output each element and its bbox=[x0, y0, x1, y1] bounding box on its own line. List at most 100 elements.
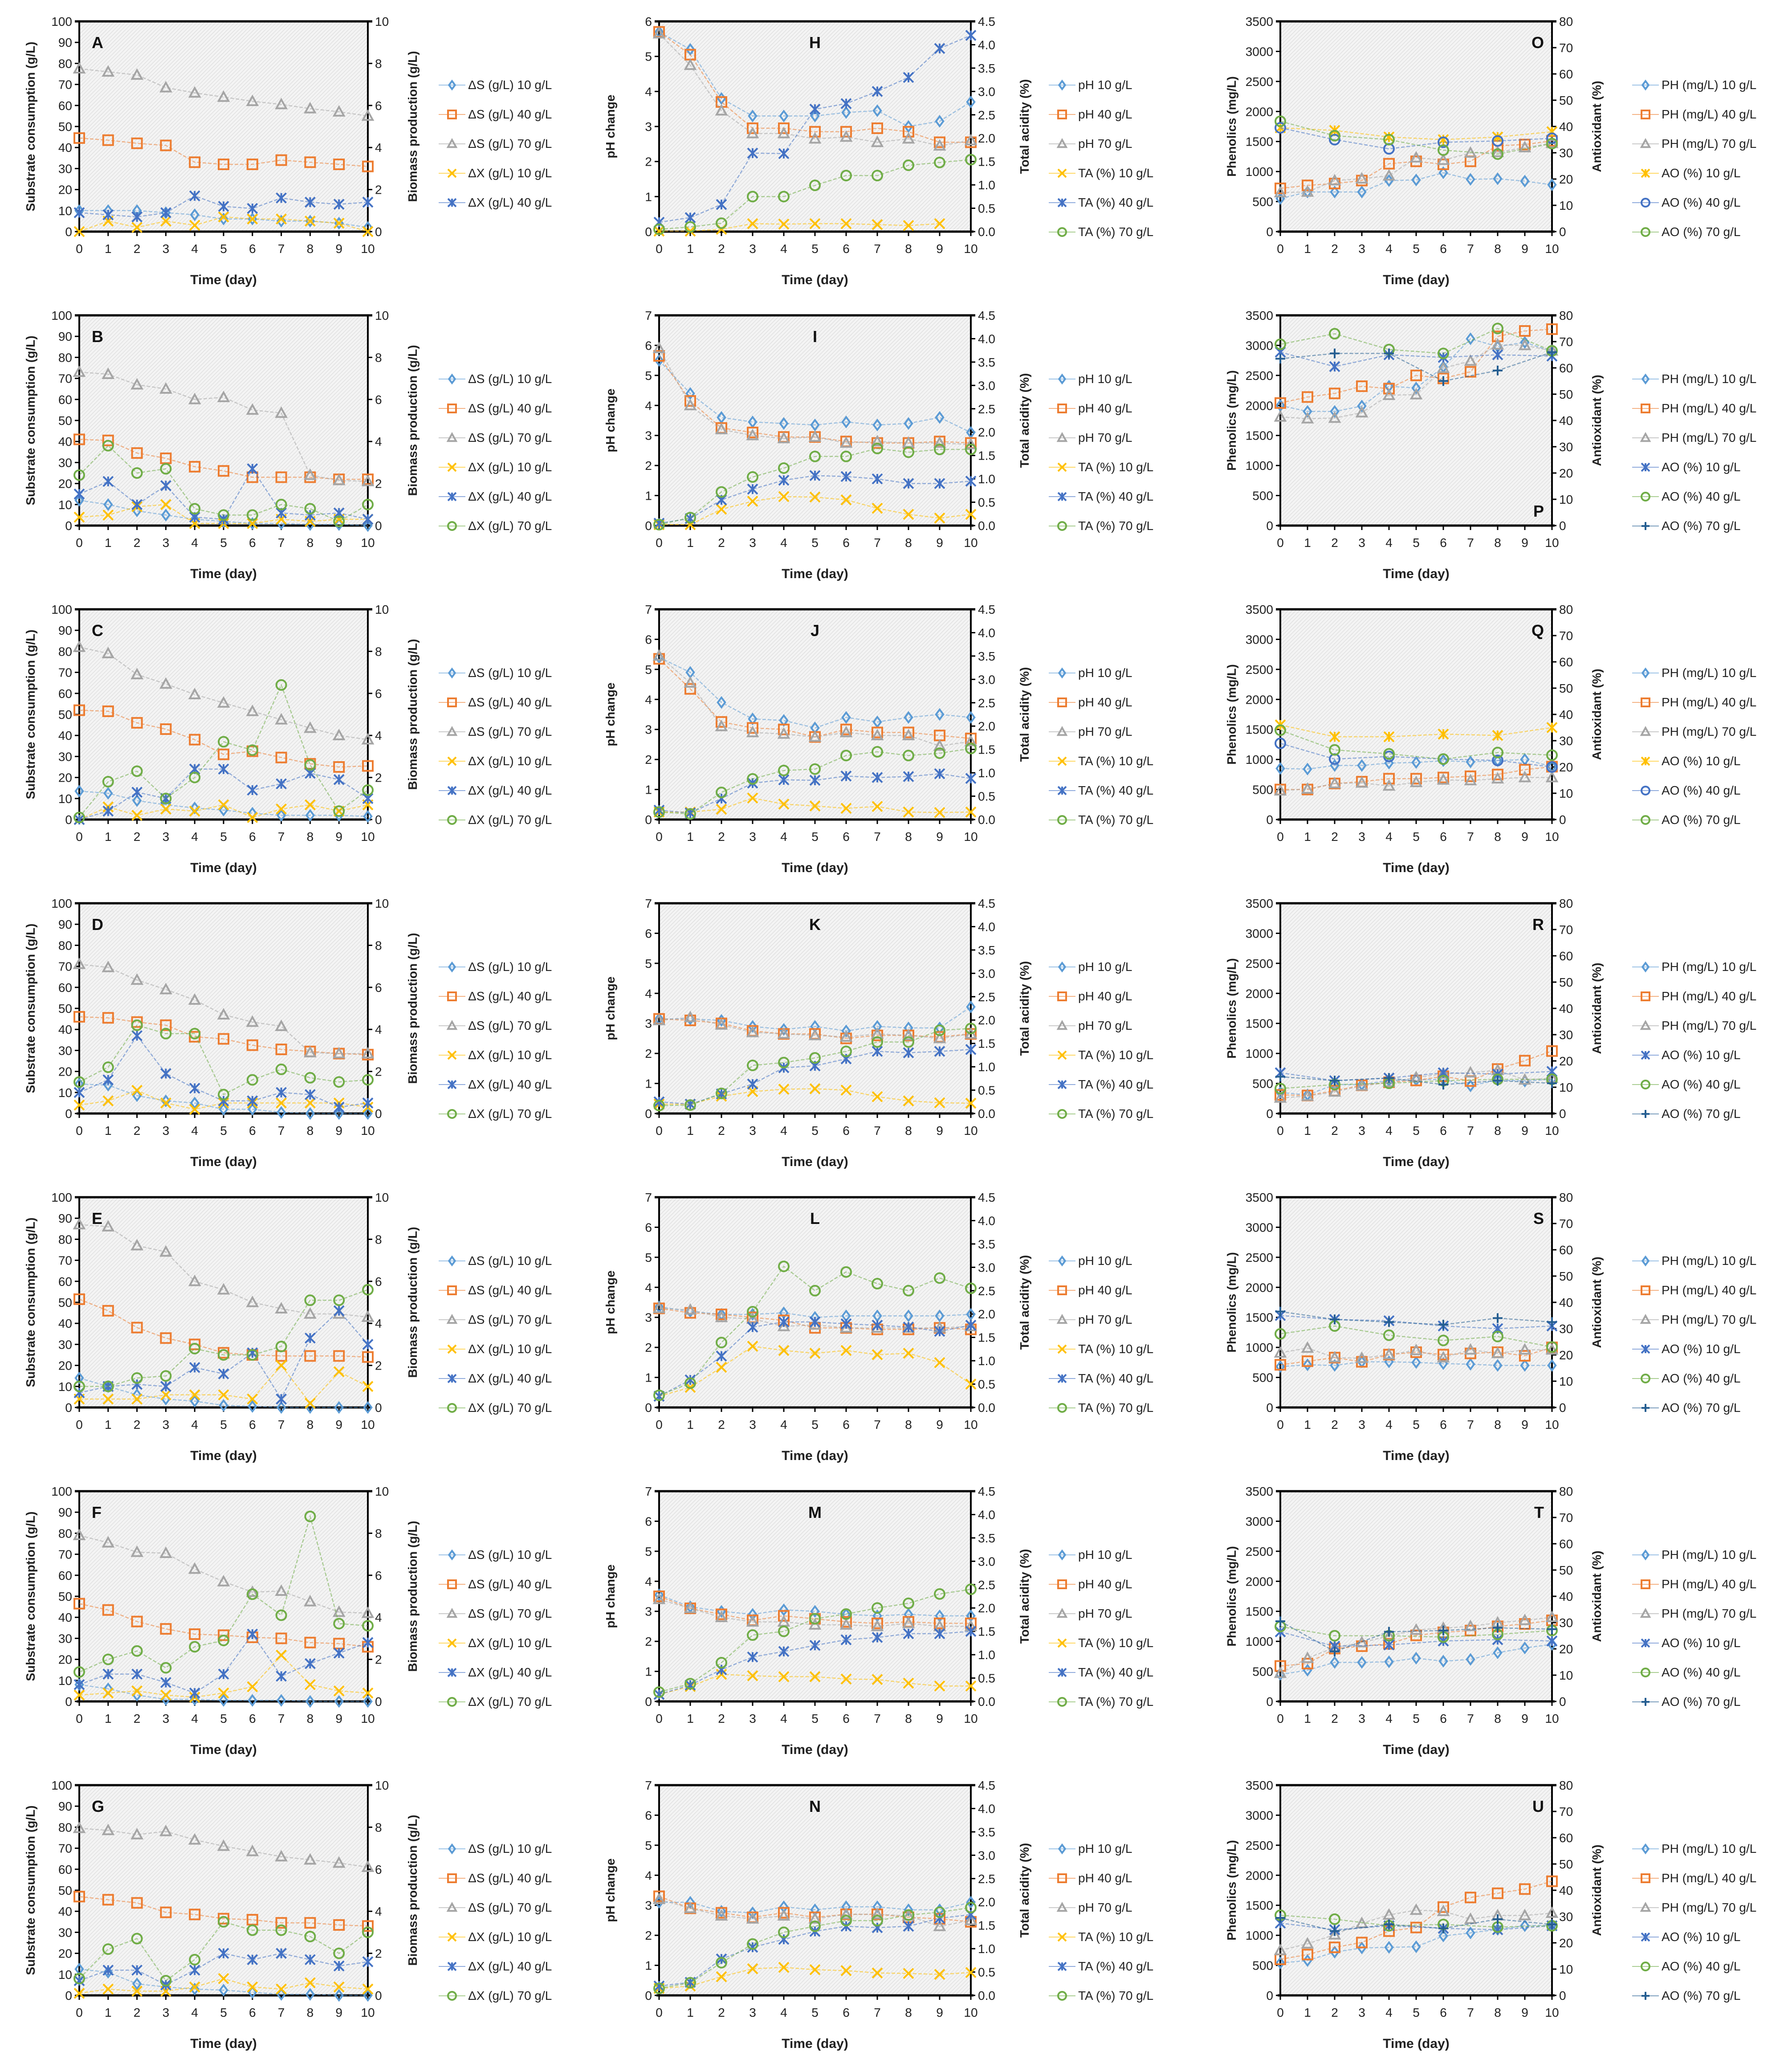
svg-text:20: 20 bbox=[1559, 172, 1573, 186]
svg-text:40: 40 bbox=[58, 1611, 72, 1624]
svg-text:4: 4 bbox=[375, 435, 382, 449]
svg-text:60: 60 bbox=[1559, 949, 1573, 963]
svg-text:2.5: 2.5 bbox=[978, 1284, 995, 1298]
panel-label: K bbox=[809, 915, 821, 934]
panel-label: G bbox=[92, 1797, 104, 1815]
svg-text:2.0: 2.0 bbox=[978, 131, 995, 145]
svg-text:50: 50 bbox=[1559, 975, 1573, 989]
circle-marker-icon bbox=[1049, 227, 1075, 237]
svg-text:4: 4 bbox=[780, 830, 787, 844]
svg-text:1: 1 bbox=[687, 2006, 694, 2019]
svg-text:Time (day): Time (day) bbox=[782, 861, 848, 875]
legend-item: ΔS (g/L) 40 g/L bbox=[439, 1276, 586, 1305]
svg-text:Time (day): Time (day) bbox=[190, 273, 257, 287]
chart-legend: pH 10 g/L pH 40 g/L pH 70 g/L TA (%) 10 g/L… bbox=[1049, 364, 1196, 541]
svg-text:60: 60 bbox=[58, 687, 72, 701]
svg-text:90: 90 bbox=[58, 1505, 72, 1519]
legend-label: PH (mg/L) 70 g/L bbox=[1662, 1313, 1757, 1326]
chart-panel-i: 0 1 2 3 4 5 6 7 0.0 0.5 1.0 1.5 2.0 2.5 3.0 3.5 4.0 4.5 0 1… bbox=[597, 294, 1191, 590]
svg-text:10: 10 bbox=[361, 2006, 375, 2019]
svg-text:0: 0 bbox=[1266, 225, 1273, 239]
svg-text:Phenolics (mg/L): Phenolics (mg/L) bbox=[1225, 958, 1238, 1059]
chart-svg: 0 1 2 3 4 5 6 7 0.0 0.5 1.0 1.5 2.0 2.5 3.0 3.5 4.0 4.5 0 1… bbox=[603, 897, 1031, 1169]
svg-text:2: 2 bbox=[134, 830, 141, 844]
svg-text:5: 5 bbox=[220, 1418, 227, 1432]
svg-text:3.0: 3.0 bbox=[978, 1848, 995, 1862]
legend-item: TA (%) 10 g/L bbox=[1049, 1040, 1196, 1070]
legend-item: PH (mg/L) 40 g/L bbox=[1632, 100, 1779, 129]
plot-area bbox=[659, 1197, 971, 1407]
svg-text:7: 7 bbox=[1467, 1712, 1474, 1725]
diamond-marker-icon bbox=[1049, 373, 1075, 385]
svg-text:60: 60 bbox=[58, 99, 72, 113]
svg-text:3000: 3000 bbox=[1246, 45, 1273, 58]
panel-label: N bbox=[809, 1797, 821, 1815]
svg-text:70: 70 bbox=[58, 1548, 72, 1562]
svg-text:0: 0 bbox=[656, 830, 663, 844]
legend-label: ΔX (g/L) 10 g/L bbox=[468, 166, 552, 180]
legend-item: TA (%) 70 g/L bbox=[1049, 1099, 1196, 1129]
star-marker-icon bbox=[439, 1668, 465, 1677]
svg-text:20: 20 bbox=[58, 1065, 72, 1079]
svg-text:6: 6 bbox=[249, 1418, 256, 1432]
legend-label: AO (%) 10 g/L bbox=[1662, 754, 1741, 768]
svg-text:9: 9 bbox=[1521, 830, 1528, 844]
legend-item: TA (%) 40 g/L bbox=[1049, 1658, 1196, 1687]
svg-text:3000: 3000 bbox=[1246, 339, 1273, 352]
svg-text:10: 10 bbox=[964, 536, 978, 550]
series bbox=[73, 62, 375, 121]
svg-text:0: 0 bbox=[1266, 1989, 1273, 2003]
series bbox=[73, 1019, 374, 1101]
svg-text:8: 8 bbox=[375, 57, 382, 70]
legend-item: AO (%) 10 g/L bbox=[1632, 1040, 1779, 1070]
svg-text:6: 6 bbox=[645, 926, 652, 940]
svg-text:3.5: 3.5 bbox=[978, 649, 995, 663]
svg-text:20: 20 bbox=[1559, 1642, 1573, 1656]
legend-item: AO (%) 10 g/L bbox=[1632, 1334, 1779, 1364]
svg-text:2.0: 2.0 bbox=[978, 1307, 995, 1321]
circle-marker-icon bbox=[1632, 815, 1659, 825]
series bbox=[1274, 771, 1559, 796]
svg-text:4.0: 4.0 bbox=[978, 626, 995, 640]
diamond-marker-icon bbox=[439, 1843, 465, 1855]
square-marker-icon bbox=[1632, 1873, 1659, 1883]
plus-marker-icon bbox=[1632, 1698, 1659, 1706]
legend-item: pH 40 g/L bbox=[1049, 100, 1196, 129]
star-marker-icon bbox=[439, 1962, 465, 1971]
svg-text:3.0: 3.0 bbox=[978, 673, 995, 686]
svg-text:70: 70 bbox=[1559, 1217, 1573, 1231]
svg-text:1: 1 bbox=[1304, 830, 1311, 844]
legend-item: PH (mg/L) 70 g/L bbox=[1632, 717, 1779, 746]
svg-text:0: 0 bbox=[375, 813, 382, 827]
svg-text:1: 1 bbox=[687, 536, 694, 550]
diamond-marker-icon bbox=[1632, 1255, 1659, 1267]
svg-text:5: 5 bbox=[811, 830, 819, 844]
svg-text:1.5: 1.5 bbox=[978, 1919, 995, 1933]
svg-text:9: 9 bbox=[936, 1712, 943, 1725]
diamond-marker-icon bbox=[439, 1255, 465, 1267]
panel-label: U bbox=[1532, 1797, 1544, 1815]
legend-item: TA (%) 10 g/L bbox=[1049, 746, 1196, 776]
svg-text:10: 10 bbox=[1545, 242, 1559, 256]
plus-marker-icon bbox=[1632, 522, 1659, 530]
svg-text:2: 2 bbox=[134, 1418, 141, 1432]
svg-text:100: 100 bbox=[51, 1778, 72, 1792]
svg-text:10: 10 bbox=[1545, 1124, 1559, 1138]
svg-text:30: 30 bbox=[58, 1925, 72, 1939]
svg-text:7: 7 bbox=[1467, 536, 1474, 550]
diamond-marker-icon bbox=[439, 373, 465, 385]
svg-text:80: 80 bbox=[1559, 15, 1573, 29]
svg-text:80: 80 bbox=[58, 644, 72, 658]
svg-text:6: 6 bbox=[843, 536, 850, 550]
svg-text:10: 10 bbox=[375, 309, 389, 322]
svg-text:5: 5 bbox=[645, 663, 652, 677]
svg-text:10: 10 bbox=[58, 1674, 72, 1688]
svg-text:10: 10 bbox=[1559, 1375, 1573, 1388]
plot-area bbox=[1280, 315, 1552, 526]
svg-text:6: 6 bbox=[843, 830, 850, 844]
chart-panel-q: 0 500 1000 1500 2000 2500 3000 3500 0 10 20 30 40 50 6… bbox=[1193, 588, 1784, 884]
svg-text:90: 90 bbox=[58, 918, 72, 931]
svg-text:1500: 1500 bbox=[1246, 1017, 1273, 1031]
svg-text:6: 6 bbox=[843, 2006, 850, 2019]
chart-legend: PH (mg/L) 10 g/L PH (mg/L) 40 g/L PH (mg/L… bbox=[1632, 364, 1779, 541]
